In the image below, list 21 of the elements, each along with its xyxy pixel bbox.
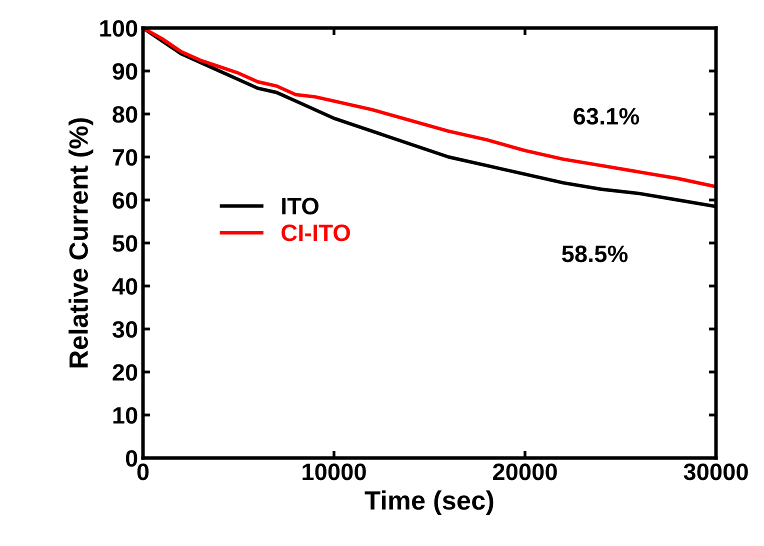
- y-tick-label: 90: [112, 63, 138, 80]
- annotation: 58.5%: [562, 246, 628, 262]
- y-tick-label: 50: [112, 235, 138, 252]
- y-tick-label: 40: [112, 278, 138, 295]
- x-tick-label: 10000: [302, 463, 366, 480]
- y-tick-label: 60: [112, 192, 138, 209]
- annotation: 63.1%: [574, 108, 640, 125]
- y-tick-label: 20: [112, 364, 138, 381]
- x-tick-label: 20000: [492, 463, 557, 480]
- y-tick-label: 70: [112, 149, 138, 166]
- y-axis-title: Relative Current (%): [68, 118, 94, 368]
- y-tick-label: 0: [126, 450, 138, 467]
- y-tick-label: 100: [100, 20, 138, 37]
- y-tick-label: 10: [113, 407, 138, 424]
- y-tick-label: 30: [112, 321, 138, 338]
- legend-label: ITO: [282, 198, 319, 214]
- y-tick-label: 80: [112, 106, 138, 123]
- x-tick-label: 0: [137, 463, 149, 480]
- legend-label: CI-ITO: [282, 224, 350, 242]
- x-tick-label: 30000: [684, 463, 748, 480]
- x-axis-title: Time (sec): [364, 490, 494, 516]
